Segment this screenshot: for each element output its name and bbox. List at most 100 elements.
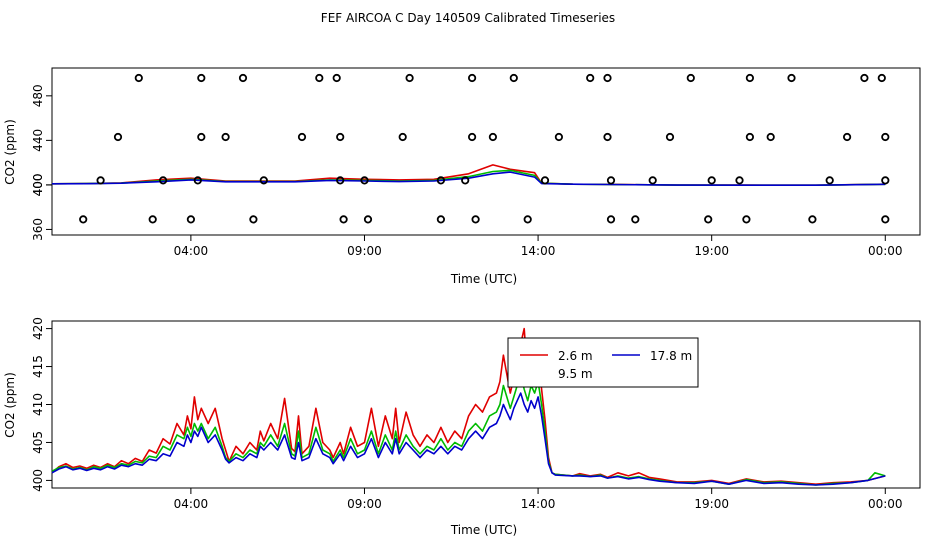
y-tick-label-top: 480 bbox=[31, 84, 45, 107]
y-tick-label-top: 440 bbox=[31, 129, 45, 152]
legend-label-2.6m: 2.6 m bbox=[558, 349, 593, 363]
marker-point bbox=[238, 73, 248, 83]
marker-point bbox=[297, 132, 307, 142]
marker-point bbox=[745, 132, 755, 142]
marker-point bbox=[825, 176, 834, 185]
marker-point bbox=[134, 73, 143, 83]
marker-point bbox=[259, 176, 268, 185]
panel-top: 04:00 09:00 14:00 19:00 00:00360400400440480… bbox=[3, 67, 921, 286]
legend: 2.6 m 17.8 m 9.5 m bbox=[507, 337, 699, 388]
marker-point bbox=[586, 73, 595, 83]
marker-point bbox=[860, 73, 869, 83]
marker-point bbox=[686, 73, 695, 83]
y-tick-label-bottom: 420 bbox=[31, 317, 45, 340]
marker-point bbox=[745, 73, 755, 83]
x-tick-label-top: 14:00 bbox=[521, 244, 556, 258]
x-tick-label-bottom: 09:00 bbox=[347, 497, 382, 511]
marker-point bbox=[159, 176, 168, 185]
marker-point bbox=[197, 132, 206, 142]
y-axis-label-bottom: CO2 (ppm) bbox=[3, 372, 17, 438]
series-line-bottom-9.5m bbox=[51, 373, 886, 486]
legend-label-17.8m: 17.8 m bbox=[650, 349, 692, 363]
x-tick-label-bottom: 00:00 bbox=[868, 497, 903, 511]
marker-point bbox=[665, 132, 675, 142]
marker-point bbox=[186, 215, 195, 224]
marker-point bbox=[332, 73, 341, 83]
marker-point bbox=[467, 73, 477, 83]
marker-point bbox=[787, 73, 796, 83]
marker-point bbox=[363, 215, 373, 224]
marker-point bbox=[704, 215, 713, 224]
x-tick-label-top: 04:00 bbox=[174, 244, 209, 258]
x-tick-label-bottom: 04:00 bbox=[174, 497, 209, 511]
y-tick-label-bottom: 415 bbox=[31, 355, 45, 378]
y-tick-label-bottom: 400 bbox=[31, 469, 45, 492]
marker-point bbox=[467, 132, 477, 142]
marker-point bbox=[606, 215, 616, 224]
marker-point bbox=[148, 215, 157, 224]
marker-point bbox=[336, 176, 345, 185]
marker-point bbox=[603, 73, 612, 83]
marker-point bbox=[461, 176, 470, 185]
marker-point bbox=[707, 176, 716, 185]
marker-point bbox=[360, 176, 369, 185]
plot-frame-top bbox=[51, 67, 921, 236]
x-tick-label-bottom: 14:00 bbox=[521, 497, 556, 511]
marker-point bbox=[540, 176, 550, 185]
marker-point bbox=[881, 132, 890, 142]
x-axis-label-bottom: Time (UTC) bbox=[450, 523, 517, 537]
y-tick-label-bottom: 410 bbox=[31, 393, 45, 416]
x-tick-label-top: 19:00 bbox=[694, 244, 729, 258]
marker-point bbox=[96, 176, 105, 185]
marker-point bbox=[648, 176, 657, 185]
marker-point bbox=[742, 215, 751, 224]
marker-point bbox=[436, 176, 445, 185]
marker-point bbox=[603, 132, 612, 142]
marker-point bbox=[523, 215, 532, 224]
marker-point bbox=[766, 132, 775, 142]
marker-point bbox=[405, 73, 414, 83]
marker-point bbox=[842, 132, 852, 142]
marker-point bbox=[79, 215, 88, 224]
series-line-bottom-17.8m bbox=[51, 392, 886, 486]
figure-title: FEF AIRCOA C Day 140509 Calibrated Times… bbox=[321, 11, 615, 25]
marker-point bbox=[471, 215, 480, 224]
marker-point bbox=[436, 215, 445, 224]
x-tick-label-top: 09:00 bbox=[347, 244, 382, 258]
y-tick-label-top: 400 bbox=[31, 173, 45, 196]
marker-point bbox=[877, 73, 886, 83]
marker-point bbox=[631, 215, 640, 224]
panel-bottom: 04:00 09:00 14:00 19:00 00:00 400 405 410 415 420… bbox=[3, 317, 921, 537]
marker-point bbox=[193, 176, 202, 185]
marker-point bbox=[197, 73, 206, 83]
x-tick-label-bottom: 19:00 bbox=[694, 497, 729, 511]
marker-point bbox=[398, 132, 407, 142]
panel-bottom-marks: 04:00 09:00 14:00 19:00 00:00 400 405 410 415 420 bbox=[31, 317, 903, 511]
marker-point bbox=[735, 176, 744, 185]
marker-point bbox=[249, 215, 258, 224]
y-tick-label-top: 400 bbox=[31, 173, 45, 196]
y-tick-label-top: 360 bbox=[31, 218, 45, 241]
series-line-bottom-2.6m bbox=[51, 327, 886, 486]
series-line-top-2 bbox=[51, 171, 886, 186]
marker-point bbox=[808, 215, 817, 224]
marker-point bbox=[488, 132, 497, 142]
marker-point bbox=[509, 73, 518, 83]
legend-label-9.5m: 9.5 m bbox=[558, 367, 593, 381]
x-tick-label-top: 00:00 bbox=[868, 244, 903, 258]
y-axis-label-top: CO2 (ppm) bbox=[3, 119, 17, 185]
marker-point bbox=[339, 215, 348, 224]
marker-point bbox=[554, 132, 564, 142]
marker-point bbox=[881, 176, 890, 185]
marker-point bbox=[113, 132, 123, 142]
x-axis-label-top: Time (UTC) bbox=[450, 272, 517, 286]
marker-point bbox=[336, 132, 345, 142]
y-tick-label-bottom: 405 bbox=[31, 431, 45, 454]
marker-point bbox=[315, 73, 324, 83]
marker-point bbox=[221, 132, 230, 142]
legend-box bbox=[507, 337, 699, 388]
marker-point bbox=[606, 176, 616, 185]
marker-point bbox=[881, 215, 890, 224]
